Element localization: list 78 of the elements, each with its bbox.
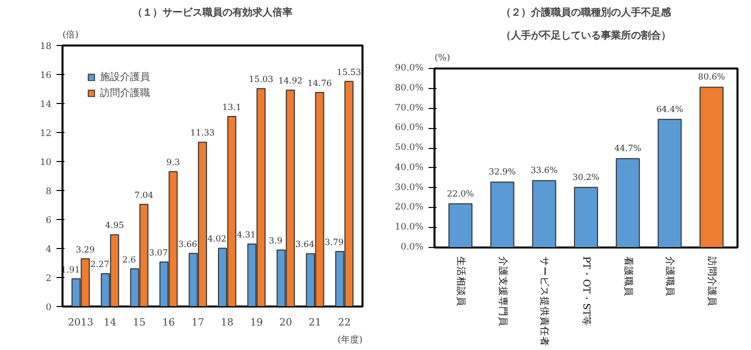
x-tick-label: 16: [162, 318, 175, 328]
data-label: 64.4%: [656, 104, 684, 115]
x-axis-title: (年度): [337, 334, 363, 346]
data-label: 14.92: [278, 76, 303, 87]
y-tick-label: 2: [46, 274, 52, 284]
y-tick-label: 40.0%: [394, 162, 424, 173]
data-label: 15.03: [248, 75, 274, 86]
y-tick-label: 18: [40, 42, 52, 52]
data-label: 15.53: [336, 68, 362, 78]
data-label: 7.04: [134, 190, 154, 201]
data-label: 3.66: [178, 240, 198, 250]
y-tick-label: 16: [40, 71, 52, 81]
data-label: 3.79: [324, 238, 344, 248]
y-tick-label: 0.0%: [400, 242, 424, 252]
chart-title: （１）サービス職員の有効求人倍率: [132, 6, 292, 18]
x-tick-label: 2013: [68, 318, 94, 328]
legend-label: 訪問介護職: [100, 86, 150, 100]
bar: [490, 182, 514, 248]
x-tick-label: 19: [250, 318, 263, 328]
data-label: 80.6%: [698, 72, 726, 83]
data-label: 33.6%: [530, 166, 558, 176]
data-label: 3.29: [76, 245, 95, 256]
x-tick-label: サービス提供責任者: [538, 256, 551, 346]
x-tick-label: 18: [220, 318, 234, 328]
y-tick-label: 10.0%: [394, 222, 424, 233]
bar: [658, 118, 682, 248]
x-tick-label: 22: [338, 318, 351, 328]
x-tick-label: PT・OT・ST等: [580, 256, 592, 326]
y-axis-title: (%): [434, 54, 450, 64]
y-axis-title: (倍): [62, 30, 79, 40]
data-label: 4.95: [105, 221, 124, 232]
data-label: 22.0%: [446, 189, 474, 200]
y-tick-label: 12: [40, 129, 52, 139]
y-tick-label: 30.0%: [394, 182, 424, 193]
y-tick-label: 70.0%: [394, 103, 424, 114]
y-tick-label: 20.0%: [394, 202, 424, 213]
y-tick-label: 90.0%: [394, 64, 424, 74]
x-tick-label: 訪問介護員: [706, 256, 718, 306]
data-label: 11.33: [190, 128, 215, 139]
y-tick-label: 80.0%: [394, 83, 424, 94]
y-tick-label: 10: [40, 158, 52, 168]
data-label: 2.6: [122, 255, 136, 266]
x-tick-label: 17: [191, 318, 204, 328]
y-tick-label: 4: [46, 245, 52, 255]
data-label: 30.2%: [572, 172, 600, 183]
data-label: 44.7%: [614, 144, 642, 154]
chart-subtitle: （人手が不足している事業所の割合）: [501, 30, 671, 42]
x-tick-label: 20: [279, 318, 292, 328]
legend-label: 施設介護員: [100, 70, 150, 84]
data-label: 3.07: [148, 248, 168, 258]
x-tick-label: 介護支援専門員: [496, 256, 509, 326]
chart-title: （２）介護職員の職種別の人手不足感: [501, 6, 672, 18]
y-tick-label: 60.0%: [394, 123, 424, 134]
data-label: 3.64: [295, 240, 314, 250]
data-label: 2.27: [90, 260, 110, 270]
y-tick-label: 0: [46, 303, 52, 313]
bar: [574, 186, 598, 248]
data-label: 9.3: [166, 158, 180, 168]
data-label: 14.76: [307, 78, 332, 89]
bar: [448, 203, 472, 248]
bar: [616, 158, 640, 248]
x-tick-label: 14: [104, 318, 116, 328]
data-label: 3.9: [268, 236, 282, 246]
y-tick-label: 14: [40, 100, 52, 110]
data-label: 32.9%: [488, 168, 516, 178]
x-tick-label: 介護職員: [664, 256, 676, 296]
bar: [532, 180, 556, 248]
data-label: 4.02: [208, 234, 226, 245]
data-label: 13.1: [222, 103, 242, 114]
y-tick-label: 6: [46, 216, 52, 226]
y-tick-label: 50.0%: [394, 143, 424, 154]
x-tick-label: 生活相談員: [454, 256, 467, 306]
x-tick-label: 看護職員: [622, 256, 634, 296]
y-tick-label: 8: [46, 187, 52, 197]
x-tick-label: 21: [308, 318, 322, 328]
data-label: 4.31: [236, 230, 256, 240]
bar: [700, 86, 724, 248]
x-tick-label: 15: [132, 318, 146, 328]
